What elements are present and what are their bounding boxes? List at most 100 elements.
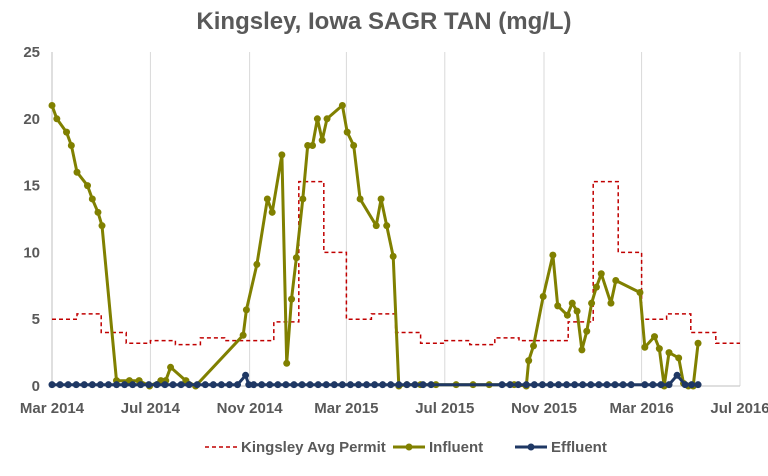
data-point: [313, 115, 321, 123]
data-point: [595, 381, 603, 389]
series-influent: [48, 101, 702, 390]
data-point: [514, 381, 522, 389]
data-point: [350, 142, 358, 150]
data-point: [641, 343, 649, 351]
series-layer: [48, 101, 740, 390]
x-tick-label: Jul 2014: [121, 400, 181, 417]
data-point: [193, 381, 201, 389]
data-point: [318, 136, 326, 144]
data-point: [282, 381, 290, 389]
y-tick-label: 10: [23, 244, 40, 261]
data-point: [538, 381, 546, 389]
data-point: [338, 101, 346, 109]
data-point: [641, 381, 649, 389]
data-point: [372, 222, 380, 230]
data-point: [306, 381, 314, 389]
data-point: [88, 195, 96, 203]
data-point: [583, 327, 591, 335]
data-point: [113, 381, 121, 389]
data-point: [627, 381, 635, 389]
data-point: [673, 371, 681, 379]
data-point: [145, 381, 153, 389]
data-point: [411, 381, 419, 389]
data-point: [592, 283, 600, 291]
data-point: [263, 195, 271, 203]
data-point: [245, 381, 253, 389]
data-point: [568, 299, 576, 307]
data-point: [225, 381, 233, 389]
x-tick-label: Mar 2015: [314, 400, 378, 417]
data-point: [104, 381, 112, 389]
y-tick-label: 25: [23, 44, 40, 61]
series-line: [50, 103, 700, 388]
data-point: [96, 381, 104, 389]
data-point: [555, 381, 563, 389]
data-point: [234, 381, 242, 389]
data-point: [322, 381, 330, 389]
data-point: [48, 381, 56, 389]
data-point: [209, 381, 217, 389]
data-point: [597, 270, 605, 278]
y-tick-label: 0: [32, 378, 40, 395]
data-point: [549, 251, 557, 259]
data-point: [395, 381, 403, 389]
legend-label: Influent: [429, 439, 483, 456]
data-point: [356, 195, 364, 203]
data-point: [688, 381, 696, 389]
data-point: [304, 142, 312, 150]
legend: Kingsley Avg Permit Influent Effluent: [205, 439, 607, 456]
data-point: [588, 299, 596, 307]
data-point: [655, 345, 663, 353]
data-point: [573, 307, 581, 315]
data-point: [651, 333, 659, 341]
data-point: [498, 381, 506, 389]
data-point: [314, 381, 322, 389]
x-tick-label: Mar 2016: [609, 400, 673, 417]
data-point: [607, 299, 615, 307]
data-point: [522, 381, 530, 389]
data-point: [419, 381, 427, 389]
series-line: [52, 180, 740, 346]
data-point: [63, 128, 71, 136]
data-point: [694, 339, 702, 347]
data-point: [274, 381, 282, 389]
data-point: [88, 381, 96, 389]
data-point: [636, 288, 644, 296]
x-tick-label: Nov 2015: [511, 400, 577, 417]
data-point: [56, 381, 64, 389]
data-point: [129, 381, 137, 389]
data-point: [239, 331, 247, 339]
data-point: [309, 142, 317, 150]
data-point: [554, 302, 562, 310]
data-point: [665, 381, 673, 389]
series-kingsley-avg-permit: [52, 180, 740, 346]
data-point: [649, 381, 657, 389]
series-effluent: [48, 371, 702, 389]
data-point: [201, 381, 209, 389]
data-point: [53, 115, 61, 123]
data-point: [612, 276, 620, 284]
data-point: [563, 381, 571, 389]
data-point: [539, 292, 547, 300]
data-point: [299, 195, 307, 203]
data-point: [603, 381, 611, 389]
data-point: [253, 260, 261, 268]
y-tick-label: 20: [23, 111, 40, 128]
data-point: [530, 381, 538, 389]
data-point: [177, 381, 185, 389]
data-point: [546, 381, 554, 389]
data-point: [354, 381, 362, 389]
data-point: [530, 342, 538, 350]
data-point: [242, 306, 250, 314]
data-point: [217, 381, 225, 389]
legend-label: Kingsley Avg Permit: [241, 439, 386, 456]
data-point: [571, 381, 579, 389]
legend-marker: [527, 443, 535, 451]
data-point: [387, 381, 395, 389]
y-tick-label: 15: [23, 178, 40, 195]
data-point: [169, 381, 177, 389]
data-point: [48, 101, 56, 109]
data-point: [94, 208, 102, 216]
